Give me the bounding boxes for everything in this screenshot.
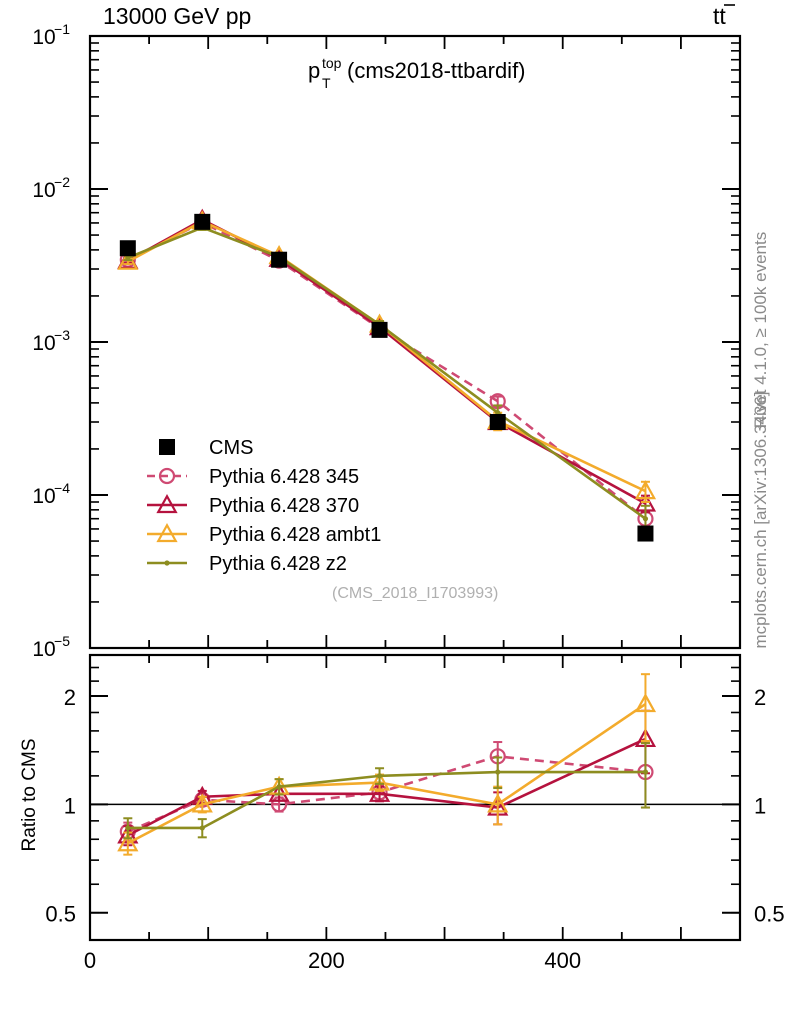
data-marker-square: [271, 251, 288, 268]
main-panel-data: [117, 208, 657, 542]
data-marker-triangle: [117, 832, 139, 852]
x-tick-label: 0: [84, 948, 96, 973]
ratio-y-tick-label: 1: [64, 793, 76, 818]
legend-label: Pythia 6.428 345: [209, 466, 359, 488]
data-marker-dot: [376, 773, 383, 779]
error-bar: [640, 742, 650, 809]
data-marker-triangle: [368, 782, 391, 802]
legend-item-data[interactable]: CMS: [159, 437, 253, 459]
series-line: [127, 226, 647, 520]
mcplots-reference-note: mcplots.cern.ch [arXiv:1306.3436]: [751, 391, 770, 648]
y-tick-exponent: −2: [54, 174, 70, 190]
legend-label: CMS: [209, 437, 253, 459]
data-marker-square: [637, 525, 654, 542]
x-tick-label: 200: [308, 948, 345, 973]
y-tick-exponent: −5: [54, 633, 70, 649]
series-line: [127, 218, 647, 505]
main-series-p345: [119, 214, 654, 529]
ratio-y-tick-label: 1: [754, 793, 766, 818]
main-series-z2: [123, 224, 650, 536]
data-marker-square: [371, 321, 388, 338]
series-line: [127, 220, 647, 520]
y-tick-mantissa: 10: [32, 485, 55, 508]
plot-title-superscript: top: [322, 55, 342, 71]
y-tick-exponent: −4: [54, 480, 70, 496]
series-line: [127, 737, 647, 837]
series-line: [127, 219, 647, 493]
series-line: [127, 702, 647, 845]
data-marker-square: [119, 240, 136, 257]
plot-title-subscript: T: [322, 75, 331, 91]
y-tick-exponent: −1: [54, 21, 70, 37]
ratio-y-tick-label: 0.5: [45, 902, 76, 927]
data-marker-dot: [642, 769, 649, 775]
y-tick-label: 10−2: [32, 174, 70, 202]
error-bar: [640, 673, 650, 742]
plot-title: p top T (cms2018-ttbardif): [308, 55, 526, 91]
data-marker-dot: [276, 784, 282, 790]
y-tick-mantissa: 10: [32, 179, 55, 202]
ratio-panel-frame: [88, 653, 742, 942]
data-marker-square: [194, 213, 211, 230]
ratio-y-tick-label: 0.5: [754, 902, 785, 927]
legend: CMS Pythia 6.428 345 Pythia 6.428 370 Pythi…: [147, 437, 381, 575]
data-marker-dot: [495, 769, 501, 775]
main-panel-frame: [88, 34, 742, 650]
data-marker-square: [489, 414, 506, 431]
legend-label: Pythia 6.428 z2: [209, 553, 347, 575]
ratio-y-tick-label: 2: [754, 685, 766, 710]
legend-label: Pythia 6.428 370: [209, 495, 359, 517]
data-marker-dot: [642, 516, 649, 522]
data-marker-triangle: [634, 693, 657, 713]
data-marker-triangle: [634, 480, 657, 500]
data-marker-circle: [158, 467, 176, 485]
y-tick-label: 10−1: [32, 21, 70, 49]
data-marker-dot: [125, 255, 131, 261]
y-tick-mantissa: 10: [32, 332, 55, 355]
series-line: [127, 770, 646, 830]
legend-item-ambt1[interactable]: Pythia 6.428 ambt1: [147, 522, 381, 546]
legend-label: Pythia 6.428 ambt1: [209, 524, 381, 546]
ratio-series-z2: [123, 742, 650, 840]
series-line: [127, 754, 646, 833]
main-series-ambt1: [117, 210, 657, 504]
y-tick-label: 10−4: [32, 480, 70, 508]
legend-item-p345[interactable]: Pythia 6.428 345: [147, 466, 359, 488]
main-panel-axes: 10−110−210−310−410−5: [32, 21, 742, 661]
y-tick-label: 10−3: [32, 327, 70, 355]
x-tick-label: 400: [544, 948, 581, 973]
data-marker-triangle: [368, 771, 391, 791]
data-marker-dot: [199, 825, 205, 831]
y-tick-exponent: −3: [54, 327, 70, 343]
main-series-data: [119, 213, 654, 542]
ratio-axis-title: Ratio to CMS: [19, 739, 40, 852]
y-tick-mantissa: 10: [32, 26, 55, 49]
plot-title-symbol: p: [308, 58, 320, 83]
ratio-panel-data: [117, 673, 657, 856]
ratio-y-tick-label: 2: [64, 685, 76, 710]
y-tick-label: 10−5: [32, 633, 70, 661]
data-marker-triangle: [191, 793, 213, 813]
process-text: tt: [713, 3, 726, 29]
rivet-version-note: Rivet 4.1.0, ≥ 100k events: [751, 232, 770, 428]
ratio-panel-axes: 0 200 400 2 2 1 1 0.5 0.5: [45, 653, 785, 973]
data-marker-square: [159, 439, 175, 455]
data-marker-triangle: [156, 522, 178, 543]
data-marker-dot: [125, 825, 131, 831]
data-marker-triangle: [156, 493, 178, 514]
plot-title-analysis: (cms2018-ttbardif): [347, 58, 526, 83]
process-label: tt: [713, 3, 735, 29]
y-tick-mantissa: 10: [32, 638, 55, 661]
ratio-series-p370: [117, 709, 657, 847]
analysis-id-caption: (CMS_2018_I1703993): [332, 585, 498, 602]
data-marker-triangle: [487, 793, 509, 813]
legend-item-z2[interactable]: Pythia 6.428 z2: [147, 553, 347, 575]
beam-energy-label: 13000 GeV pp: [103, 3, 251, 29]
data-marker-dot: [164, 560, 170, 566]
legend-item-p370[interactable]: Pythia 6.428 370: [147, 493, 359, 517]
